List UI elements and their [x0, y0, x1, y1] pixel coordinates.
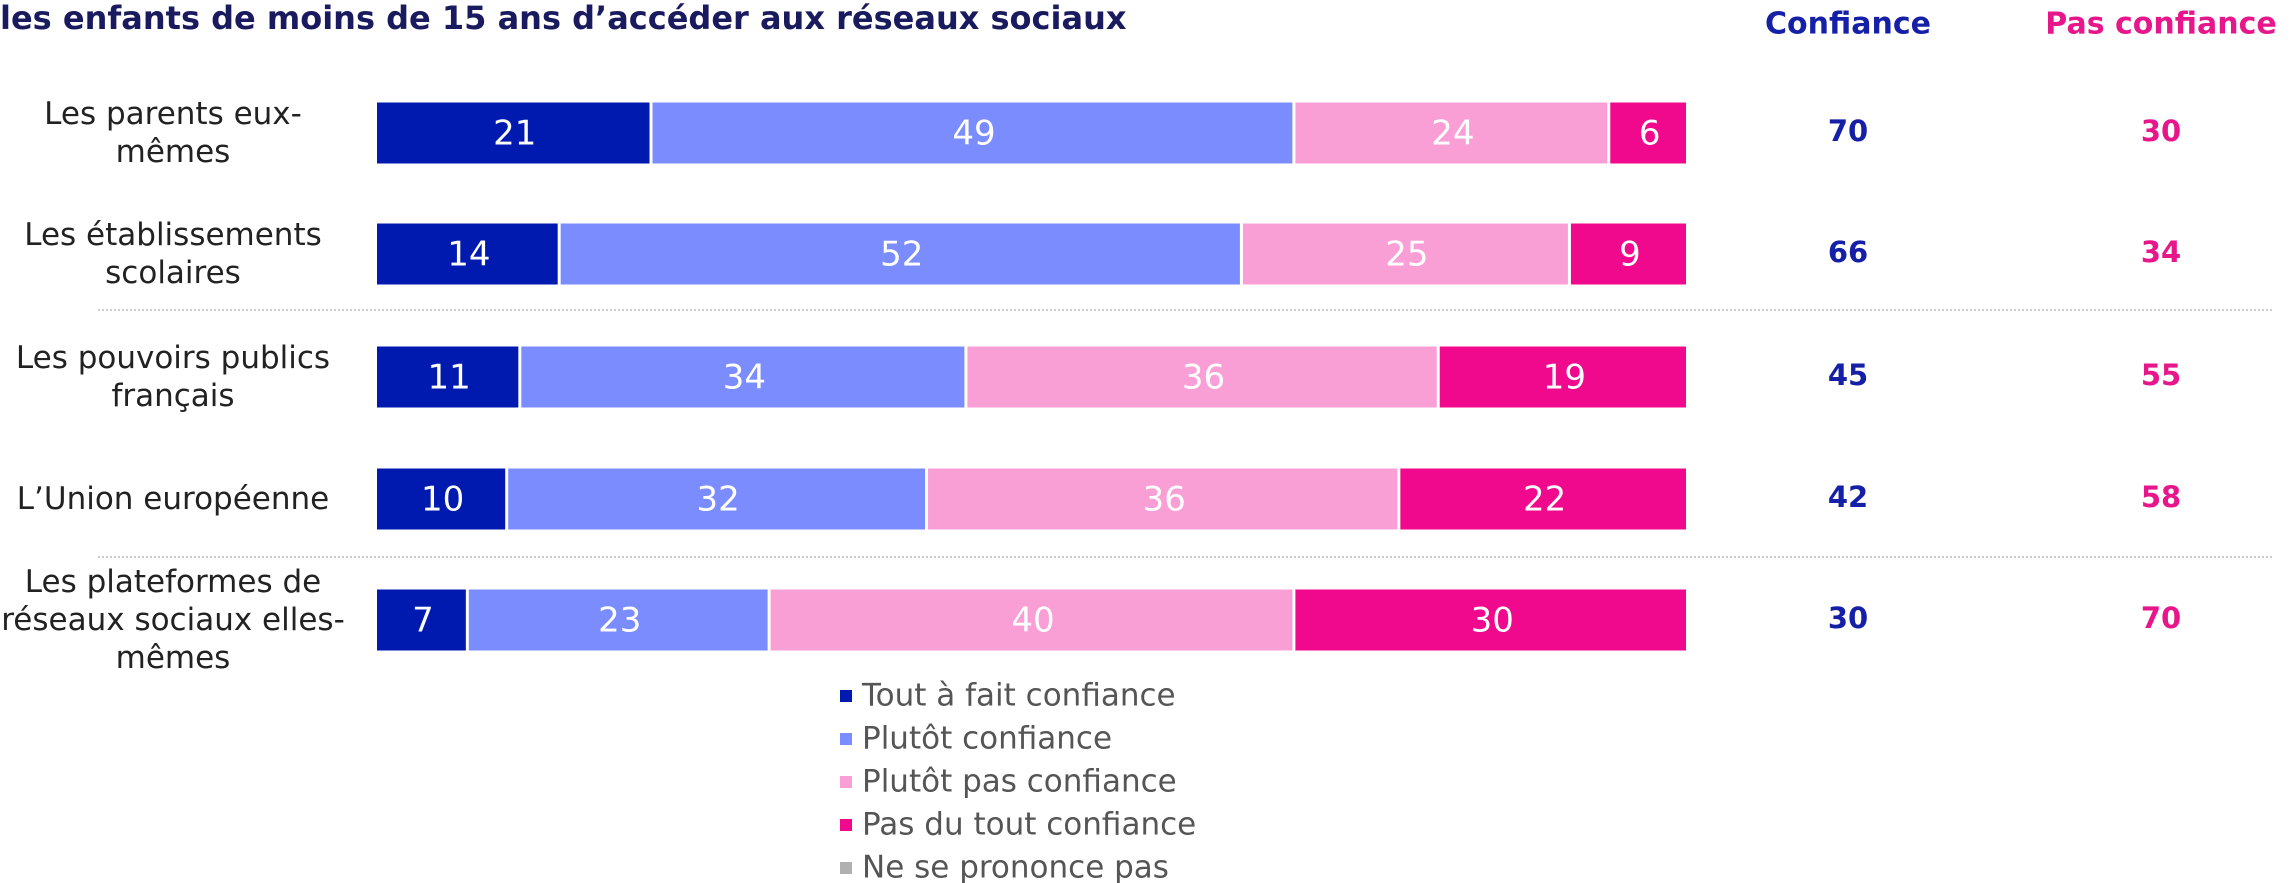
value-label: 21: [493, 114, 536, 154]
bar-segment: [377, 468, 506, 530]
legend-label: Ne se prononce pas: [862, 850, 1169, 883]
summary-value: 30: [1828, 601, 1868, 635]
value-label: 10: [421, 480, 464, 520]
value-label: 6: [1639, 114, 1661, 154]
value-label: 23: [598, 601, 641, 641]
value-label: 40: [1011, 601, 1054, 641]
value-label: 52: [880, 235, 923, 275]
legend-swatch: [840, 776, 852, 788]
bar-segment: [1242, 223, 1568, 285]
value-label: 49: [952, 114, 995, 154]
value-label: 25: [1385, 235, 1428, 275]
value-label: 30: [1471, 601, 1514, 641]
bar-segment: [928, 468, 1398, 530]
value-label: 14: [447, 235, 490, 275]
category-label: Les pouvoirs publics français: [15, 340, 331, 414]
bar-segment: [1295, 102, 1608, 164]
summary-value: 30: [2141, 114, 2181, 148]
legend-swatch: [840, 690, 852, 702]
bar-segment: [560, 223, 1240, 285]
value-label: 36: [1143, 480, 1186, 520]
category-label: Les plateformes de réseaux sociaux elles…: [1, 564, 345, 676]
legend-swatch: [840, 862, 852, 874]
value-label: 24: [1431, 114, 1474, 154]
legend-swatch: [840, 819, 852, 831]
column-header: Pas confiance: [2045, 7, 2276, 42]
bar-segment: [377, 589, 466, 651]
bar-segment: [1400, 468, 1686, 530]
value-label: 19: [1543, 358, 1586, 398]
bar-segment: [377, 223, 558, 285]
legend-label: Plutôt confiance: [862, 721, 1112, 757]
legend-swatch: [840, 733, 852, 745]
summary-value: 45: [1828, 358, 1868, 392]
bar-segment: [521, 346, 965, 408]
legend-label: Plutôt pas confiance: [862, 764, 1177, 800]
summary-value: 58: [2141, 480, 2181, 514]
bar-segment: [468, 589, 768, 651]
column-header: Confiance: [1765, 7, 1931, 42]
legend-label: Tout à fait confiance: [861, 678, 1176, 714]
value-label: 36: [1182, 358, 1225, 398]
value-label: 22: [1523, 480, 1566, 520]
legend-label: Pas du tout confiance: [862, 807, 1196, 843]
summary-value: 42: [1828, 480, 1868, 514]
bar-segment: [1570, 223, 1686, 285]
category-label: Les établissements scolaires: [24, 217, 322, 291]
value-label: 32: [696, 480, 739, 520]
bar-segment: [377, 102, 650, 164]
value-label: 11: [428, 358, 471, 398]
chart-title: les enfants de moins de 15 ans d’accéder…: [0, 0, 1127, 37]
category-label: L’Union européenne: [16, 481, 330, 517]
bar-segment: [967, 346, 1437, 408]
bar-segment: [1439, 346, 1686, 408]
value-label: 7: [412, 601, 434, 641]
summary-value: 70: [1828, 114, 1868, 148]
category-label: Les parents eux-mêmes: [44, 96, 302, 170]
summary-value: 66: [1828, 235, 1868, 269]
bar-segment: [770, 589, 1293, 651]
bar-segment: [508, 468, 926, 530]
bar-segment: [377, 346, 519, 408]
bar-segment: [1610, 102, 1686, 164]
bar-segment: [652, 102, 1293, 164]
summary-value: 34: [2141, 235, 2181, 269]
bar-segment: [1295, 589, 1686, 651]
value-label: 9: [1619, 235, 1641, 275]
value-label: 34: [723, 358, 766, 398]
summary-value: 70: [2141, 601, 2181, 635]
summary-value: 55: [2141, 358, 2181, 392]
